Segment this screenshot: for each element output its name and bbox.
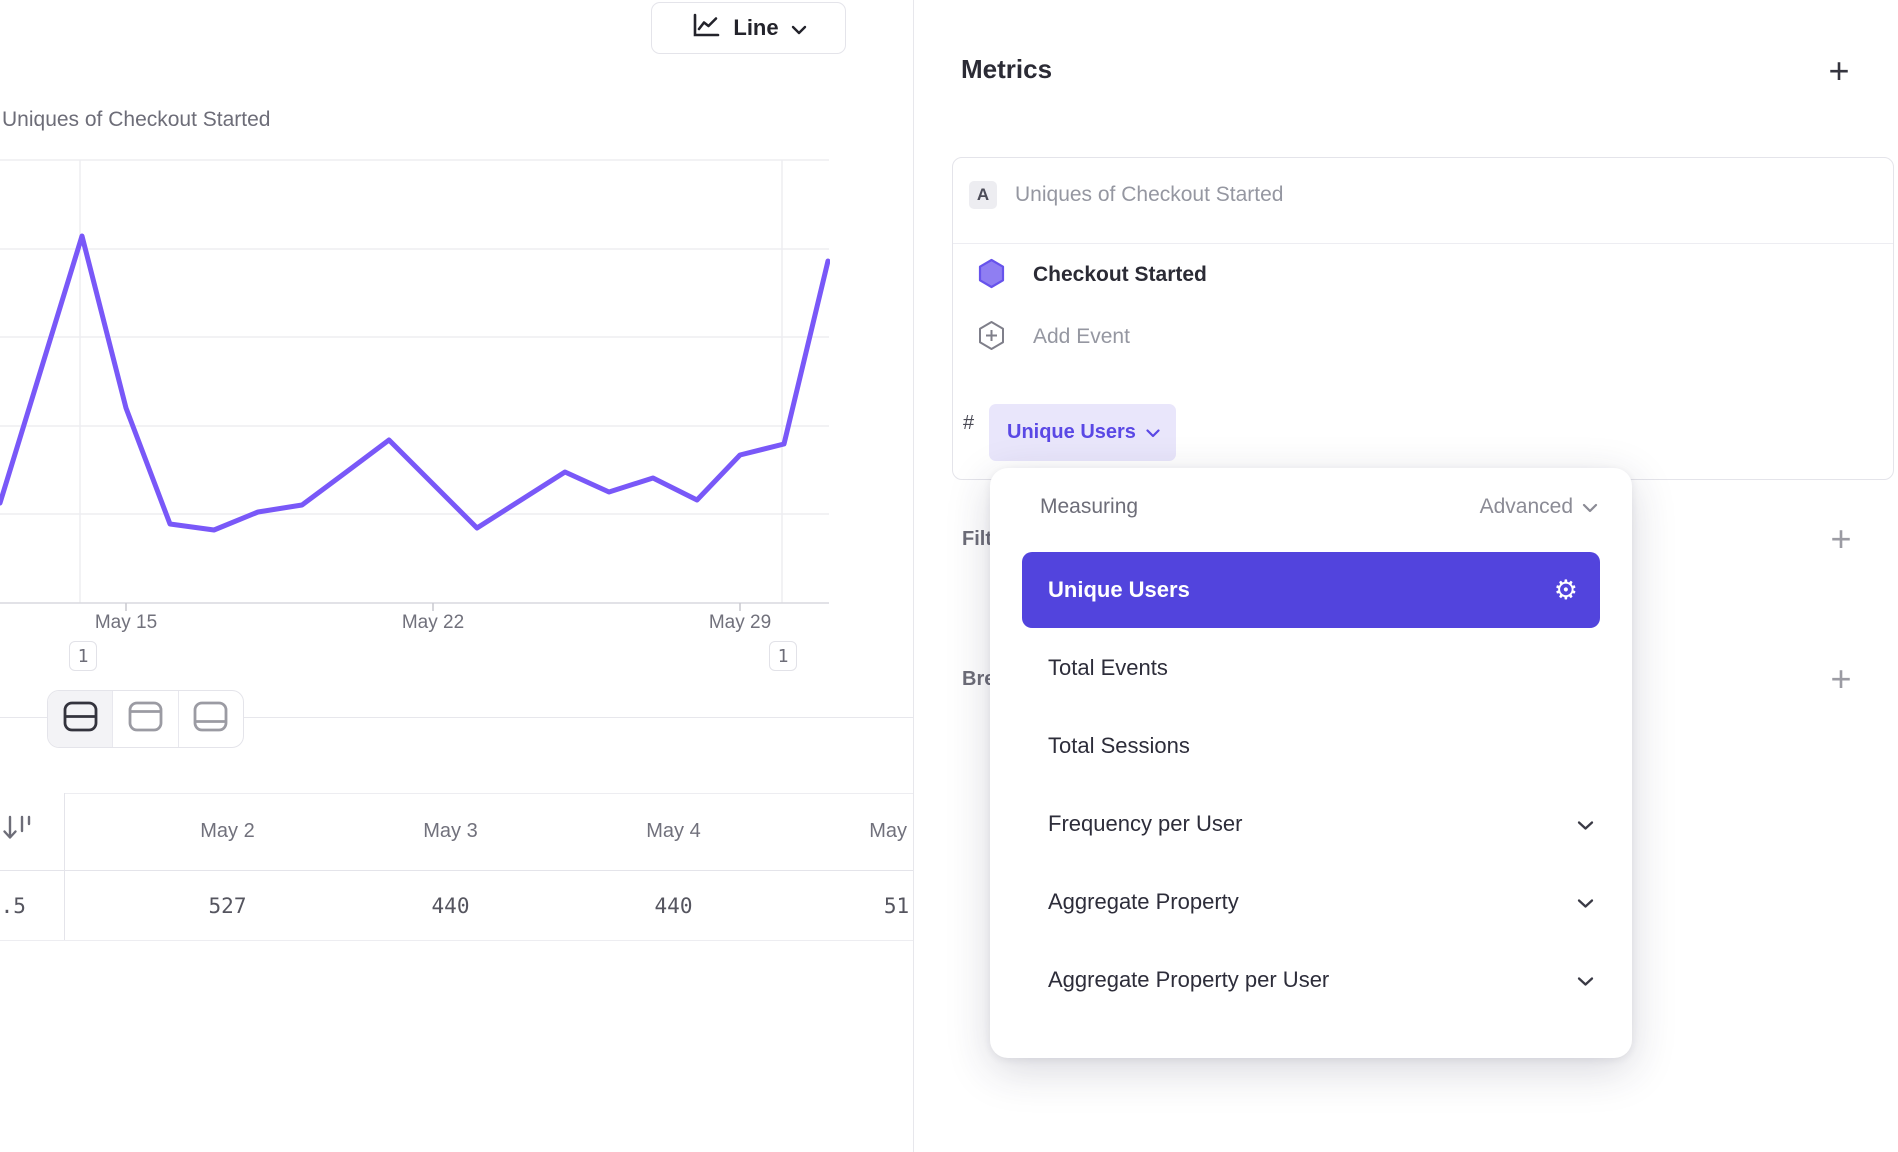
- metric-card[interactable]: A Uniques of Checkout Started Checkout S…: [952, 157, 1894, 480]
- menu-item-unique-users-selected[interactable]: Unique Users ⚙: [1022, 552, 1600, 628]
- menu-item-label: Total Sessions: [1048, 733, 1190, 758]
- pane-divider: [913, 0, 914, 1152]
- breakdown-table: 0.5 May 2 May 3 May 4 May 5 527 440 440 …: [0, 793, 913, 941]
- chart-type-dropdown[interactable]: Line: [651, 2, 846, 54]
- line-chart-icon: [690, 12, 721, 45]
- add-filter-button[interactable]: +: [1830, 518, 1852, 559]
- table-column-header[interactable]: May 4: [646, 820, 701, 842]
- layout-toggle-group: [47, 690, 244, 748]
- aggregation-value: Unique Users: [1007, 421, 1136, 443]
- measuring-label: Measuring: [1040, 495, 1139, 518]
- chevron-down-icon: [1146, 421, 1160, 444]
- line-chart[interactable]: [0, 155, 830, 617]
- top-panel-icon: [127, 700, 164, 738]
- chart-title: Uniques of Checkout Started: [2, 108, 271, 131]
- add-event-icon: [977, 320, 1006, 356]
- series-line[interactable]: [0, 233, 830, 533]
- menu-item-label: Frequency per User: [1048, 811, 1243, 836]
- menu-item-total-sessions[interactable]: Total Sessions: [990, 707, 1632, 785]
- layout-bottom-panel-button[interactable]: [179, 691, 243, 747]
- x-tick-label: May 15: [94, 612, 158, 633]
- metrics-section-title: Metrics: [961, 54, 1053, 84]
- bottom-panel-icon: [192, 700, 229, 738]
- measuring-dropdown-menu: Measuring Advanced Unique Users ⚙ Total …: [990, 468, 1632, 1058]
- add-event-button[interactable]: Add Event: [1033, 325, 1130, 348]
- pagination-badge[interactable]: 1: [769, 641, 797, 671]
- metric-title[interactable]: Uniques of Checkout Started: [1015, 183, 1284, 206]
- x-tick-label: May 22: [401, 612, 465, 633]
- menu-item-label: Total Events: [1048, 655, 1168, 680]
- pagination-badge[interactable]: 1: [69, 641, 97, 671]
- layout-split-view-button[interactable]: [48, 691, 114, 747]
- menu-item-frequency-per-user[interactable]: Frequency per User: [990, 785, 1632, 863]
- table-border: [0, 870, 913, 871]
- sort-descending-icon[interactable]: [2, 811, 32, 850]
- selected-item-label: Unique Users: [1048, 577, 1190, 602]
- event-name[interactable]: Checkout Started: [1033, 263, 1207, 286]
- menu-item-total-events[interactable]: Total Events: [990, 629, 1632, 707]
- table-cell: 51: [883, 893, 910, 918]
- section-divider: [0, 717, 913, 718]
- table-column-header[interactable]: May 3: [423, 820, 478, 842]
- x-axis-ticks: [125, 603, 741, 611]
- menu-item-aggregate-property[interactable]: Aggregate Property: [990, 863, 1632, 941]
- chevron-down-icon: [1577, 889, 1594, 915]
- number-icon: #: [963, 412, 975, 434]
- aggregation-dropdown[interactable]: Unique Users: [989, 404, 1176, 461]
- card-divider: [953, 243, 1893, 244]
- chevron-down-icon: [1582, 495, 1598, 519]
- menu-item-label: Aggregate Property per User: [1048, 967, 1330, 992]
- table-cell: 527: [208, 893, 247, 918]
- table-border: [64, 793, 65, 940]
- table-column-header[interactable]: May 5: [869, 820, 913, 842]
- table-border: [64, 793, 913, 794]
- menu-item-label: Aggregate Property: [1048, 889, 1239, 914]
- add-breakdown-button[interactable]: +: [1830, 658, 1852, 699]
- table-cell-average-fragment: 0.5: [0, 893, 26, 918]
- table-cell: 440: [654, 893, 693, 918]
- chevron-down-icon: [1577, 811, 1594, 837]
- add-metric-button[interactable]: +: [1828, 50, 1850, 91]
- table-column-header[interactable]: May 2: [200, 820, 255, 842]
- chart-type-label: Line: [733, 15, 779, 40]
- advanced-label: Advanced: [1479, 495, 1573, 518]
- advanced-mode-toggle[interactable]: Advanced: [1480, 495, 1598, 519]
- layout-top-panel-button[interactable]: [113, 691, 179, 747]
- table-cell: 440: [431, 893, 470, 918]
- split-view-icon: [62, 700, 99, 738]
- filters-section-title: Filt: [962, 528, 992, 550]
- chevron-down-icon: [1577, 967, 1594, 993]
- metric-letter-badge: A: [969, 181, 997, 209]
- menu-item-aggregate-property-per-user[interactable]: Aggregate Property per User: [990, 941, 1632, 1019]
- table-border: [0, 940, 913, 941]
- chevron-down-icon: [791, 15, 807, 41]
- chart-gridlines: [0, 159, 829, 603]
- breakdowns-section-title: Bre: [962, 668, 996, 690]
- gear-icon[interactable]: ⚙: [1553, 574, 1578, 606]
- event-hexagon-icon: [977, 258, 1006, 294]
- x-tick-label: May 29: [708, 612, 772, 633]
